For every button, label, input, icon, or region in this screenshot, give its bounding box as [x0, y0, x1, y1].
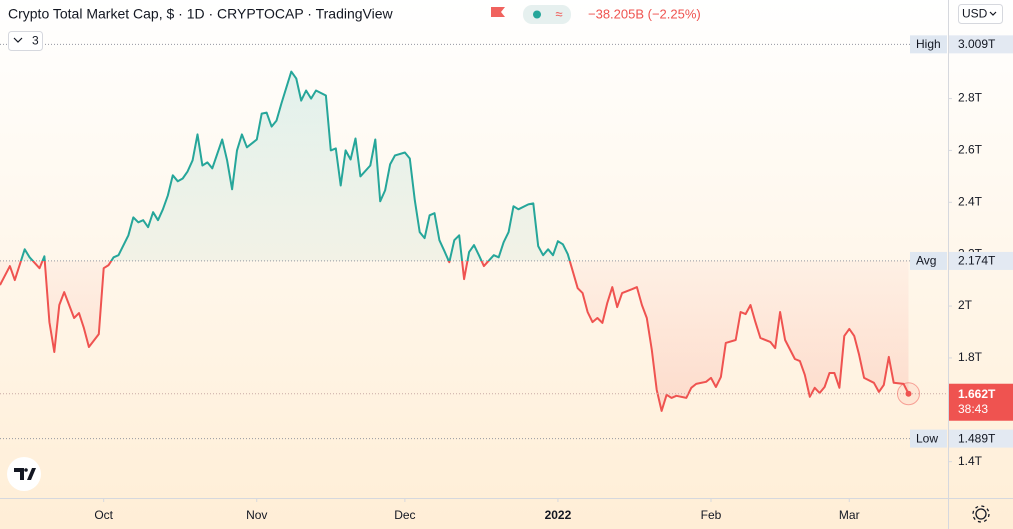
y-tick-label: 2T: [958, 298, 973, 312]
chart-title: Crypto Total Market Cap, $ · 1D · CRYPTO…: [8, 6, 394, 22]
indicator-toggle[interactable]: [8, 31, 43, 51]
x-tick-label: 2022: [545, 508, 572, 522]
x-tick-label: Feb: [701, 508, 722, 522]
y-tick-label: 1.4T: [958, 454, 983, 468]
currency-label: USD: [962, 7, 988, 21]
status-icon: ≈: [555, 6, 562, 21]
flag-icon[interactable]: [491, 7, 505, 17]
reference-name: Low: [916, 431, 938, 445]
reference-name-box: [910, 35, 947, 54]
gear-ring: [975, 508, 987, 520]
logo-icon: [14, 468, 36, 480]
reference-name-box: [910, 429, 947, 448]
reference-name: Avg: [916, 254, 936, 268]
price-change: −38.205B (−2.25%): [588, 6, 701, 21]
last-value-label: 1.662T: [958, 387, 996, 401]
settings-icon[interactable]: [972, 505, 990, 523]
last-point: [905, 390, 912, 397]
y-tick-label: 2.4T: [958, 194, 983, 208]
x-tick-label: Nov: [246, 508, 267, 522]
reference-value: 1.489T: [958, 431, 996, 445]
y-tick-label: 2.8T: [958, 91, 983, 105]
status-dot: [533, 10, 541, 19]
last-value-box: [949, 383, 1013, 421]
chevron-icon: [989, 11, 997, 16]
logo-icon: [24, 468, 28, 472]
reference-value: 2.174T: [958, 254, 996, 268]
plot-area: [0, 43, 948, 440]
reference-value-box: [949, 429, 1013, 448]
x-tick-label: Oct: [94, 508, 113, 522]
status-pill[interactable]: [523, 5, 571, 24]
gear-teeth: [972, 505, 990, 523]
countdown: 38:43: [958, 402, 988, 416]
reference-value-box: [949, 35, 1013, 54]
y-tick-label: 1.8T: [958, 350, 983, 364]
price-line: [0, 70, 910, 412]
reference-name: High: [916, 37, 941, 51]
reference-value: 3.009T: [958, 37, 996, 51]
y-tick-label: 2.6T: [958, 143, 983, 157]
currency-button[interactable]: [958, 4, 1003, 24]
x-tick-label: Mar: [839, 508, 860, 522]
reference-value-box: [949, 251, 1013, 270]
x-tick-label: Dec: [394, 508, 415, 522]
reference-name-box: [910, 251, 947, 270]
indicator-count: 3: [32, 34, 39, 48]
chevron-icon: [13, 37, 23, 43]
